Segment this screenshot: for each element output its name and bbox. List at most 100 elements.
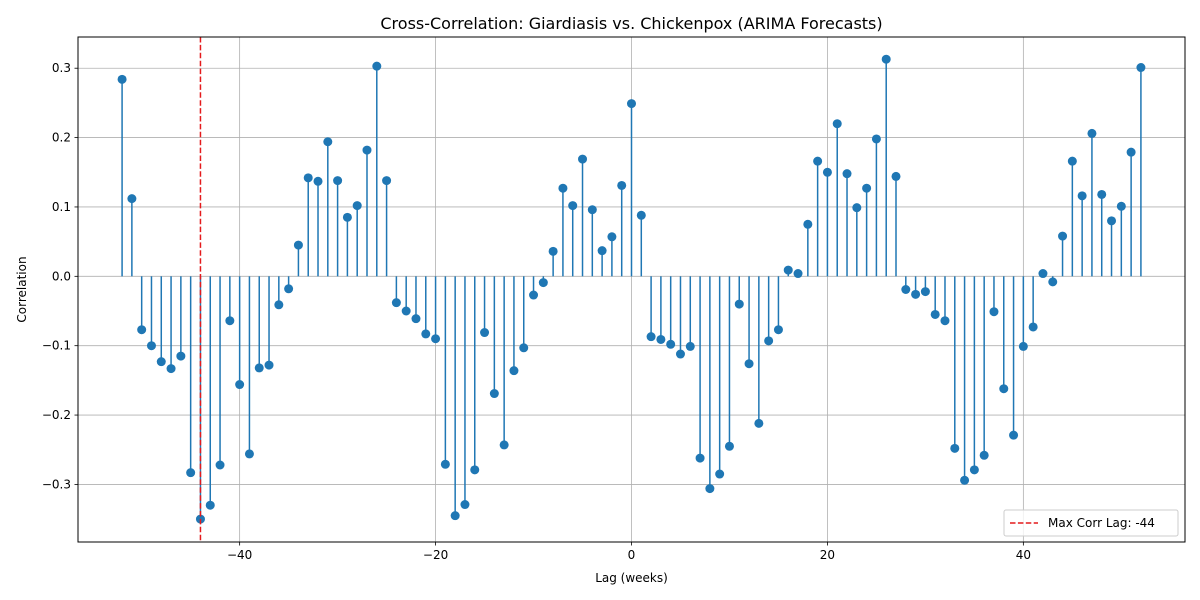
stem-marker [999, 384, 1009, 394]
stem-marker [137, 325, 147, 335]
stem-marker [617, 180, 627, 190]
stem-marker [401, 306, 411, 316]
stem-marker [930, 309, 940, 319]
stem-marker [852, 203, 862, 213]
stem-marker [783, 265, 793, 275]
stem-marker [293, 240, 303, 250]
stem-marker [1018, 341, 1028, 351]
stem-marker [489, 389, 499, 399]
y-tick-label: −0.1 [42, 339, 71, 353]
stem-marker [578, 154, 588, 164]
stem-marker [284, 284, 294, 294]
stem-marker [440, 459, 450, 469]
stem-marker [352, 201, 362, 211]
stem-marker [538, 278, 548, 288]
stem-marker [773, 325, 783, 335]
stem-marker [607, 232, 617, 242]
y-tick-label: 0.0 [52, 269, 71, 283]
stem-marker [920, 287, 930, 297]
stem-marker [215, 460, 225, 470]
stem-marker [1009, 430, 1019, 440]
stem-marker [871, 134, 881, 144]
y-axis-ticks: −0.3 −0.2 −0.1 0.0 0.1 0.2 0.3 [42, 61, 78, 491]
stem-marker [176, 351, 186, 361]
x-axis-ticks: −40 −20 0 20 40 [227, 542, 1031, 562]
stem-marker [519, 343, 529, 353]
x-axis-title: Lag (weeks) [595, 571, 668, 585]
stem-marker [1067, 156, 1077, 166]
stem-marker [1116, 201, 1126, 211]
y-tick-label: 0.2 [52, 131, 71, 145]
stem-marker [313, 176, 323, 186]
stem-marker [323, 137, 333, 147]
stem-marker [254, 363, 264, 373]
stem-marker [724, 441, 734, 451]
markers [117, 54, 1146, 524]
x-tick-label: 40 [1016, 548, 1031, 562]
y-tick-label: −0.3 [42, 477, 71, 491]
stem-marker [950, 443, 960, 453]
stem-marker [960, 475, 970, 485]
stem-marker [666, 339, 676, 349]
stem-marker [166, 364, 176, 374]
stem-marker [431, 334, 441, 344]
stem-marker [675, 349, 685, 359]
x-tick-label: 0 [628, 548, 636, 562]
stem-marker [587, 205, 597, 215]
y-tick-label: 0.1 [52, 200, 71, 214]
stem-marker [411, 314, 421, 324]
legend: Max Corr Lag: -44 [1003, 509, 1179, 537]
x-tick-label: −40 [227, 548, 252, 562]
stem-marker [274, 300, 284, 310]
stem-marker [342, 212, 352, 222]
stem-marker [460, 500, 470, 510]
stem-marker [646, 332, 656, 342]
stem-marker [636, 210, 646, 220]
stem-marker [901, 285, 911, 294]
stem-marker [480, 328, 490, 338]
stem-marker [822, 167, 832, 177]
stem-marker [372, 61, 382, 71]
stem-marker [1097, 189, 1107, 199]
x-tick-label: 20 [820, 548, 835, 562]
stem-marker [382, 176, 392, 186]
stem-marker [695, 453, 705, 463]
stems [121, 59, 1142, 520]
stem-marker [1038, 269, 1048, 279]
stem-marker [744, 359, 754, 369]
stem-marker [715, 469, 725, 479]
y-tick-label: 0.3 [52, 61, 71, 75]
stem-marker [244, 449, 254, 459]
stem-marker [969, 465, 979, 475]
stem-marker [421, 329, 431, 339]
legend-box [1003, 509, 1179, 537]
stem-marker [146, 341, 156, 351]
stem-marker [842, 169, 852, 179]
stem-marker [1028, 322, 1038, 332]
stem-marker [205, 500, 215, 510]
stem-marker [450, 511, 460, 521]
stem-marker [264, 360, 274, 370]
stem-marker [127, 194, 137, 204]
stem-marker [705, 484, 715, 494]
stem-marker [117, 74, 127, 84]
x-tick-label: −20 [423, 548, 448, 562]
stem-marker [568, 201, 578, 211]
stem-marker [1126, 147, 1136, 157]
stem-marker [470, 465, 480, 475]
legend-label: Max Corr Lag: -44 [1048, 516, 1155, 530]
stem-marker [1136, 63, 1146, 73]
stem-marker [764, 336, 774, 346]
stem-marker [656, 334, 666, 344]
stem-marker [509, 366, 519, 376]
stem-marker [548, 246, 558, 256]
stem-marker [1107, 216, 1117, 226]
stem-marker [754, 418, 764, 428]
stem-marker [940, 316, 950, 326]
stem-marker [979, 450, 989, 460]
stem-marker [1077, 191, 1087, 201]
stem-marker [989, 307, 999, 317]
stem-marker [235, 380, 245, 390]
stem-marker [793, 269, 803, 279]
